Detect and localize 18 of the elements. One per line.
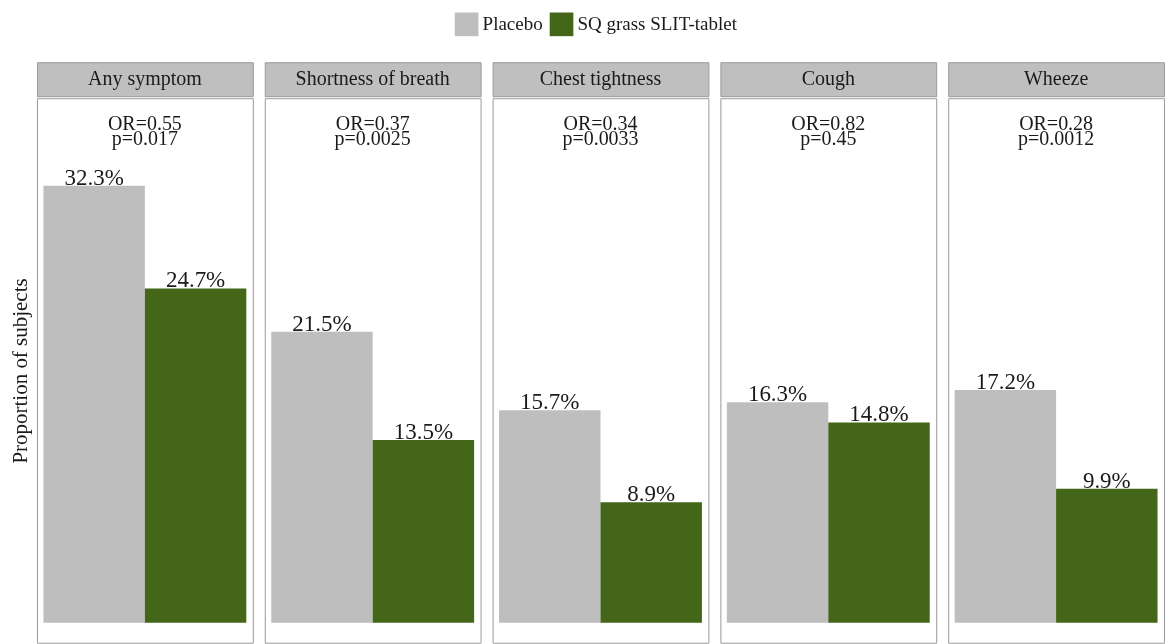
data-label: 15.7% (520, 389, 580, 415)
data-label: 17.2% (975, 369, 1036, 394)
y-axis-title: Proportion of subjects (8, 278, 33, 464)
chart-title: Shortness of breath (295, 67, 450, 90)
data-label: 13.5% (393, 419, 454, 445)
data-label: 14.8% (849, 401, 909, 427)
legend-label: Placebo (482, 13, 543, 35)
chart-title: Wheeze (1023, 67, 1089, 90)
chart-title: Cough (801, 67, 855, 91)
data-label: 16.3% (747, 381, 808, 407)
data-label: 24.7% (165, 267, 226, 293)
chart-title: Chest tightness (539, 67, 662, 91)
chart-title: Any symptom (88, 67, 203, 91)
data-label: 8.9% (627, 481, 676, 507)
legend-label: SQ grass SLIT-tablet (577, 13, 738, 35)
data-label: 32.3% (64, 164, 124, 190)
data-label: 21.5% (292, 310, 352, 336)
data-label: 9.9% (1082, 467, 1131, 493)
